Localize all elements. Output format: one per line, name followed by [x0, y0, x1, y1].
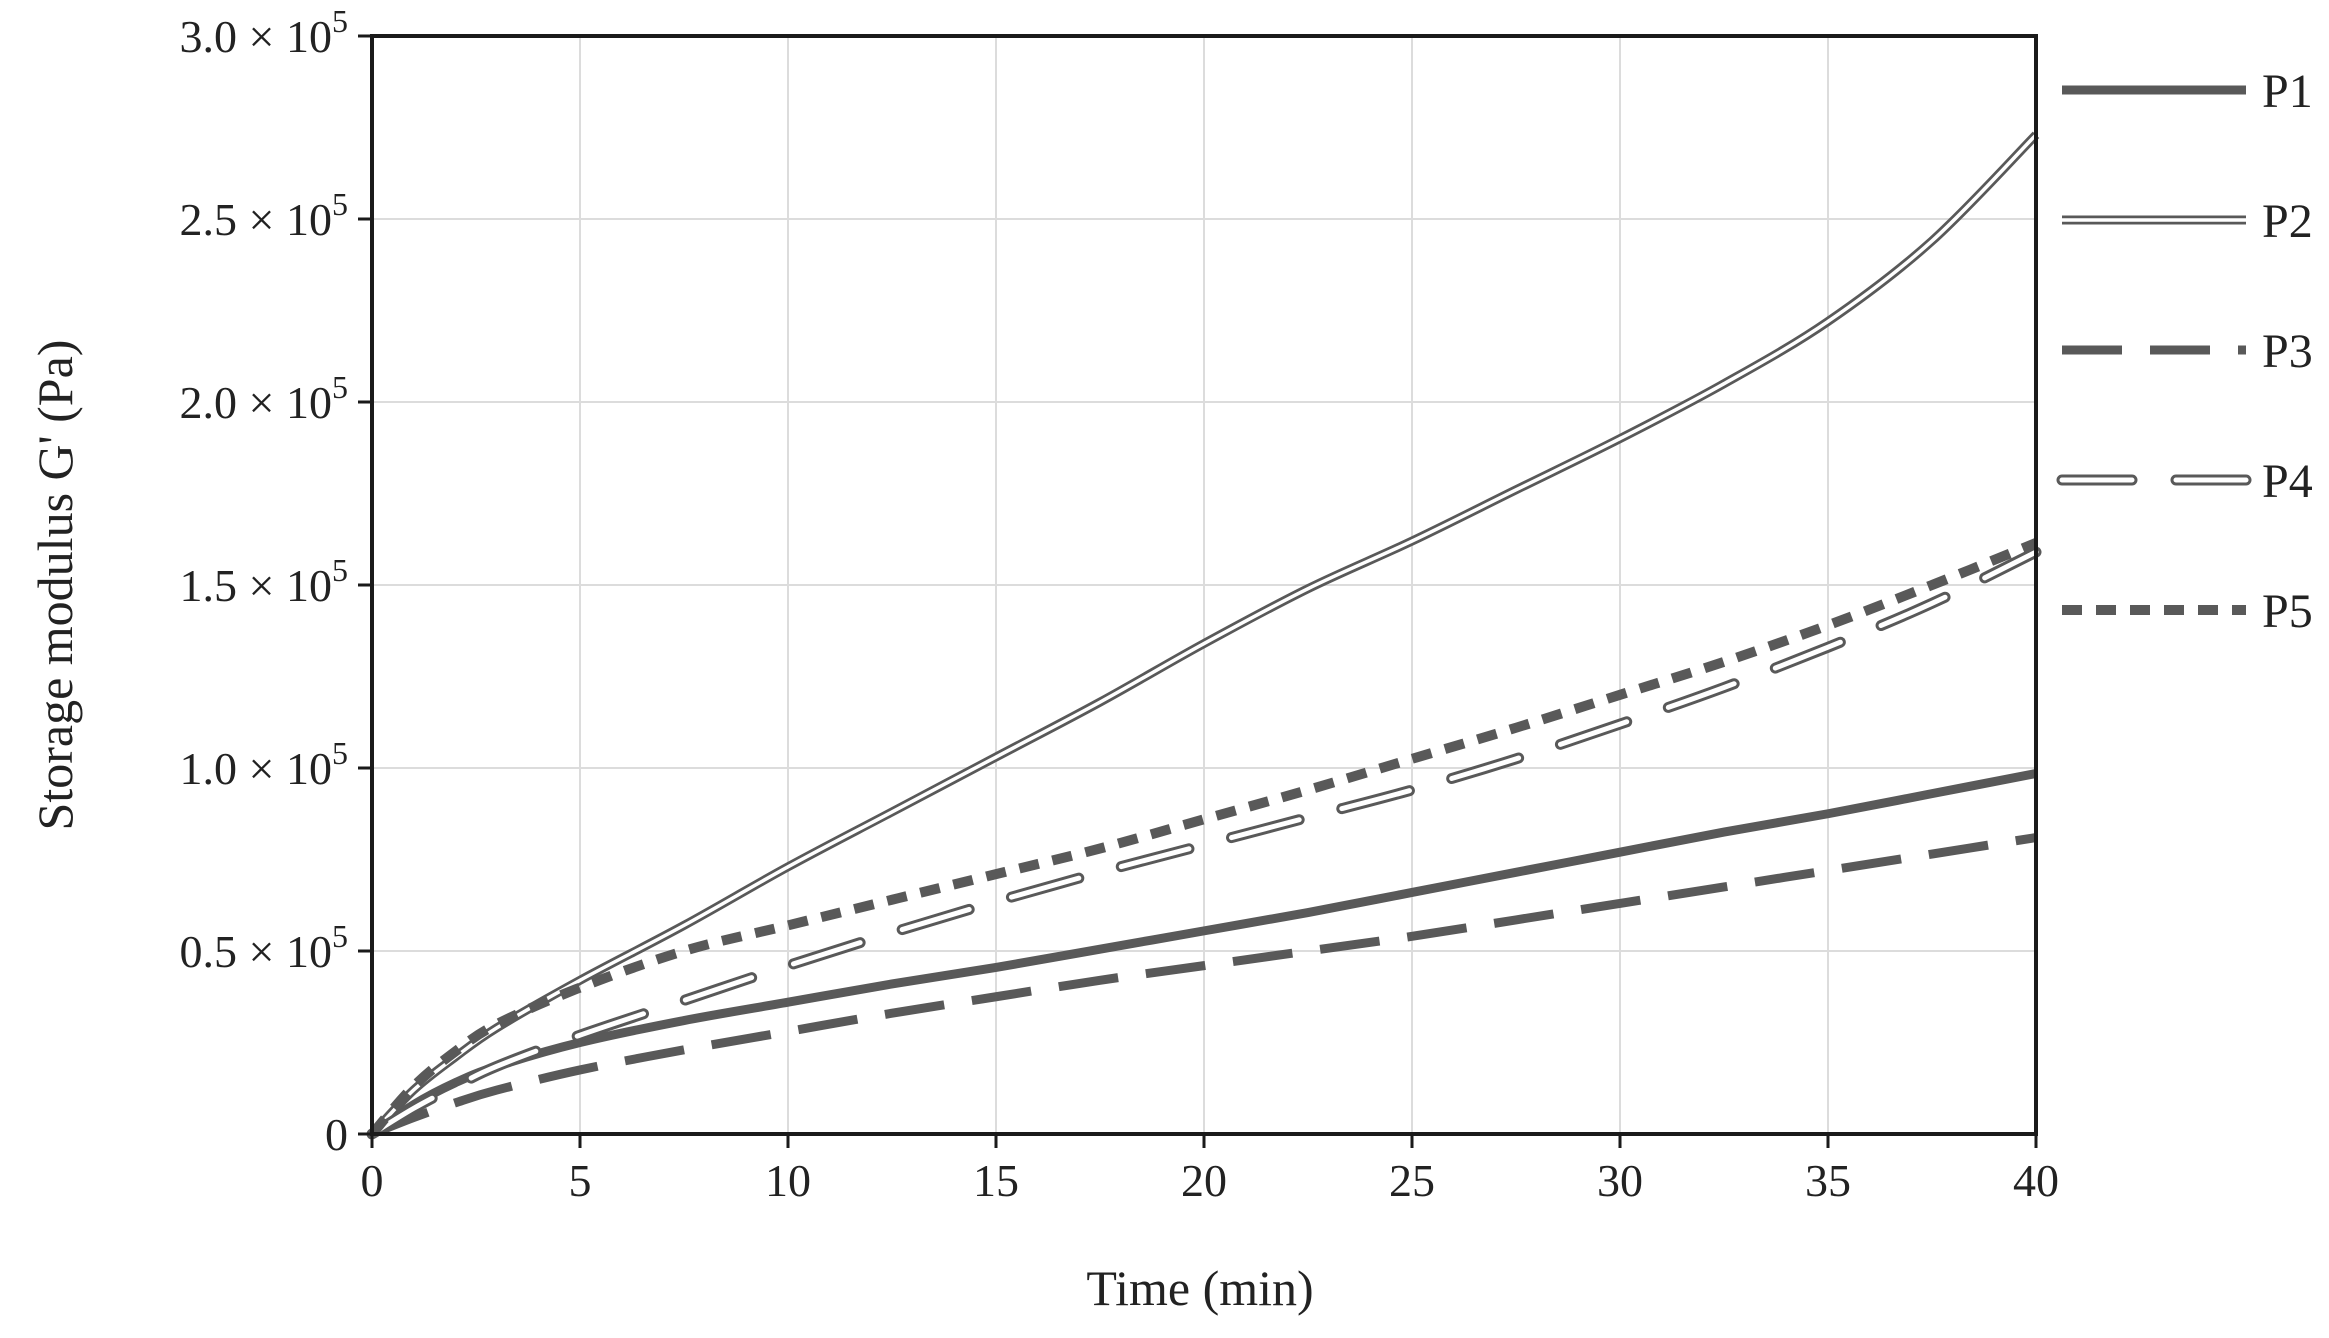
legend-label-p5: P5	[2262, 585, 2313, 638]
series-line-p4	[369, 549, 2039, 1137]
legend-item-p2: P2	[2062, 195, 2313, 248]
series-line-p1	[369, 769, 2037, 1138]
legend-item-p4: P4	[2056, 455, 2313, 508]
x-tick-label: 40	[2013, 1155, 2059, 1206]
x-axis-ticks: 0 5 10 15 20 25 30 35 40	[361, 1134, 2059, 1206]
x-tick-label: 5	[569, 1155, 592, 1206]
legend-label-p2: P2	[2262, 195, 2313, 248]
series-line-p2	[370, 133, 2038, 1136]
x-tick-label: 35	[1805, 1155, 1851, 1206]
legend-label-p4: P4	[2262, 455, 2313, 508]
x-axis-title: Time (min)	[1086, 1260, 1313, 1316]
x-tick-label: 10	[765, 1155, 811, 1206]
x-tick-label: 30	[1597, 1155, 1643, 1206]
series-p5	[368, 538, 2038, 1138]
series-lines	[366, 131, 2042, 1140]
y-tick-label: 1.0 × 105	[180, 735, 348, 794]
y-tick-label: 2.5 × 105	[180, 186, 348, 245]
x-tick-label: 0	[361, 1155, 384, 1206]
series-p2	[368, 131, 2040, 1138]
legend-item-p1: P1	[2062, 65, 2313, 118]
series-line-p3	[370, 833, 2037, 1139]
y-tick-label: 1.5 × 105	[180, 552, 348, 611]
x-tick-label: 15	[973, 1155, 1019, 1206]
legend-item-p5: P5	[2062, 585, 2313, 638]
y-axis-title: Storage modulus G' (Pa)	[27, 340, 83, 831]
legend-label-p3: P3	[2262, 325, 2313, 378]
grid	[372, 36, 2036, 1134]
legend-item-p3: P3	[2062, 325, 2313, 378]
series-p1	[369, 769, 2037, 1138]
y-axis-ticks: 0 0.5 × 105 1.0 × 105 1.5 × 105 2.0 × 105 2.5…	[180, 3, 372, 1160]
y-tick-label: 0.5 × 105	[180, 918, 348, 977]
y-tick-label: 2.0 × 105	[180, 369, 348, 428]
series-p3	[370, 833, 2037, 1139]
legend: P1 P2 P3 P4 P5	[2056, 65, 2313, 638]
series-p4	[366, 546, 2042, 1140]
y-tick-label: 0	[325, 1109, 348, 1160]
series-line-p5	[368, 538, 2038, 1138]
y-tick-label: 3.0 × 105	[180, 3, 348, 62]
legend-label-p1: P1	[2262, 65, 2313, 118]
x-tick-label: 20	[1181, 1155, 1227, 1206]
x-tick-label: 25	[1389, 1155, 1435, 1206]
